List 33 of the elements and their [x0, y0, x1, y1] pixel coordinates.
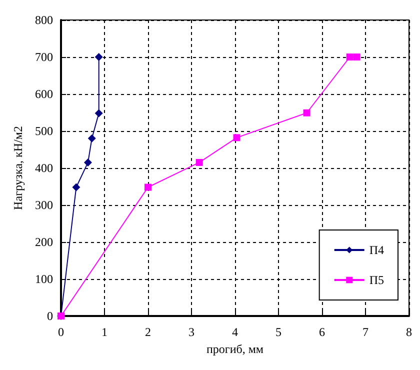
point — [233, 134, 240, 142]
y-tick-label: 0 — [47, 309, 53, 323]
y-tick-label: 700 — [35, 50, 53, 64]
x-tick-label: 6 — [319, 325, 325, 339]
y-tick-label: 800 — [35, 13, 53, 27]
point — [303, 109, 310, 116]
x-tick-label: 7 — [362, 325, 368, 339]
y-axis-title: Нагрузка, кН/м2 — [11, 126, 26, 210]
x-tick-label: 5 — [276, 325, 282, 339]
x-tick-label: 3 — [188, 325, 194, 339]
y-tick-label: 200 — [35, 235, 53, 249]
x-tick-label: 0 — [58, 325, 64, 339]
x-tick-label: 4 — [232, 325, 238, 339]
point — [144, 184, 152, 191]
y-tick-label: 400 — [35, 161, 53, 175]
point — [94, 53, 103, 61]
y-tick-label: 100 — [35, 272, 53, 286]
point — [84, 158, 92, 166]
y-tick-label: 500 — [35, 124, 53, 138]
x-tick-label: 8 — [406, 325, 412, 339]
x-tick-label: 1 — [102, 325, 108, 339]
point — [72, 183, 80, 192]
x-axis-title: прогиб, мм — [206, 342, 264, 356]
point — [88, 134, 96, 142]
point — [94, 109, 103, 118]
x-tick-label: 2 — [145, 325, 151, 339]
y-tick-label: 300 — [35, 198, 53, 212]
legend-label: П5 — [369, 273, 384, 287]
point — [353, 54, 360, 60]
point — [346, 54, 354, 60]
y-tick-label: 600 — [35, 87, 53, 101]
legend-label: П4 — [369, 243, 384, 257]
point — [196, 158, 203, 166]
